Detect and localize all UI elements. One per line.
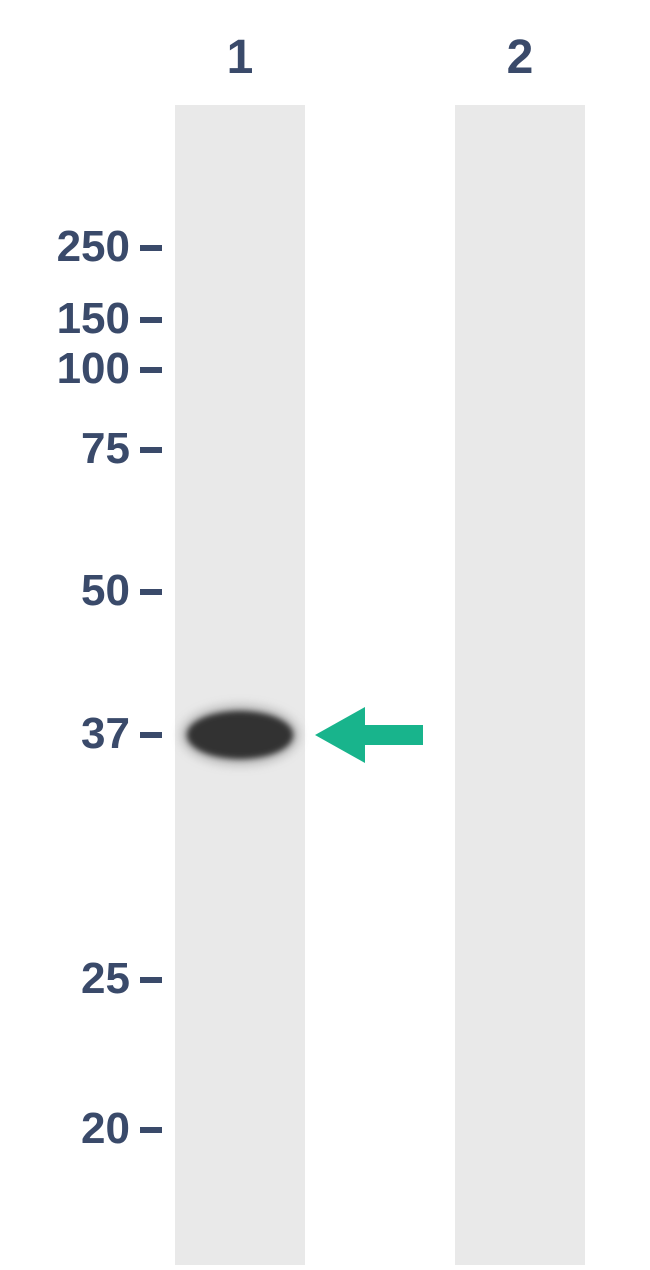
marker-20-label: 20 (15, 1104, 130, 1154)
marker-75-label: 75 (15, 424, 130, 474)
marker-25-label: 25 (15, 954, 130, 1004)
lane-1 (175, 105, 305, 1265)
band-core (187, 711, 294, 759)
lane-2 (455, 105, 585, 1265)
lane-header-1: 1 (175, 30, 305, 85)
marker-250-tick (140, 245, 162, 251)
marker-37-label: 37 (15, 709, 130, 759)
lane-header-2-label: 2 (507, 31, 534, 84)
marker-250-label: 250 (15, 222, 130, 272)
arrow-shaft (365, 725, 423, 745)
marker-25-tick (140, 977, 162, 983)
marker-150-label: 150 (15, 294, 130, 344)
marker-37-tick (140, 732, 162, 738)
lane-2-fill (455, 105, 585, 1265)
lane-header-2: 2 (455, 30, 585, 85)
marker-50-label: 50 (15, 566, 130, 616)
lane-1-fill (175, 105, 305, 1265)
marker-100-label: 100 (15, 344, 130, 394)
marker-75-tick (140, 447, 162, 453)
arrow-head-icon (315, 707, 365, 763)
marker-20-tick (140, 1127, 162, 1133)
marker-150-tick (140, 317, 162, 323)
lane-header-1-label: 1 (227, 31, 254, 84)
marker-50-tick (140, 589, 162, 595)
marker-100-tick (140, 367, 162, 373)
western-blot: 1 2 250 150 100 75 50 37 2 (0, 0, 650, 1270)
